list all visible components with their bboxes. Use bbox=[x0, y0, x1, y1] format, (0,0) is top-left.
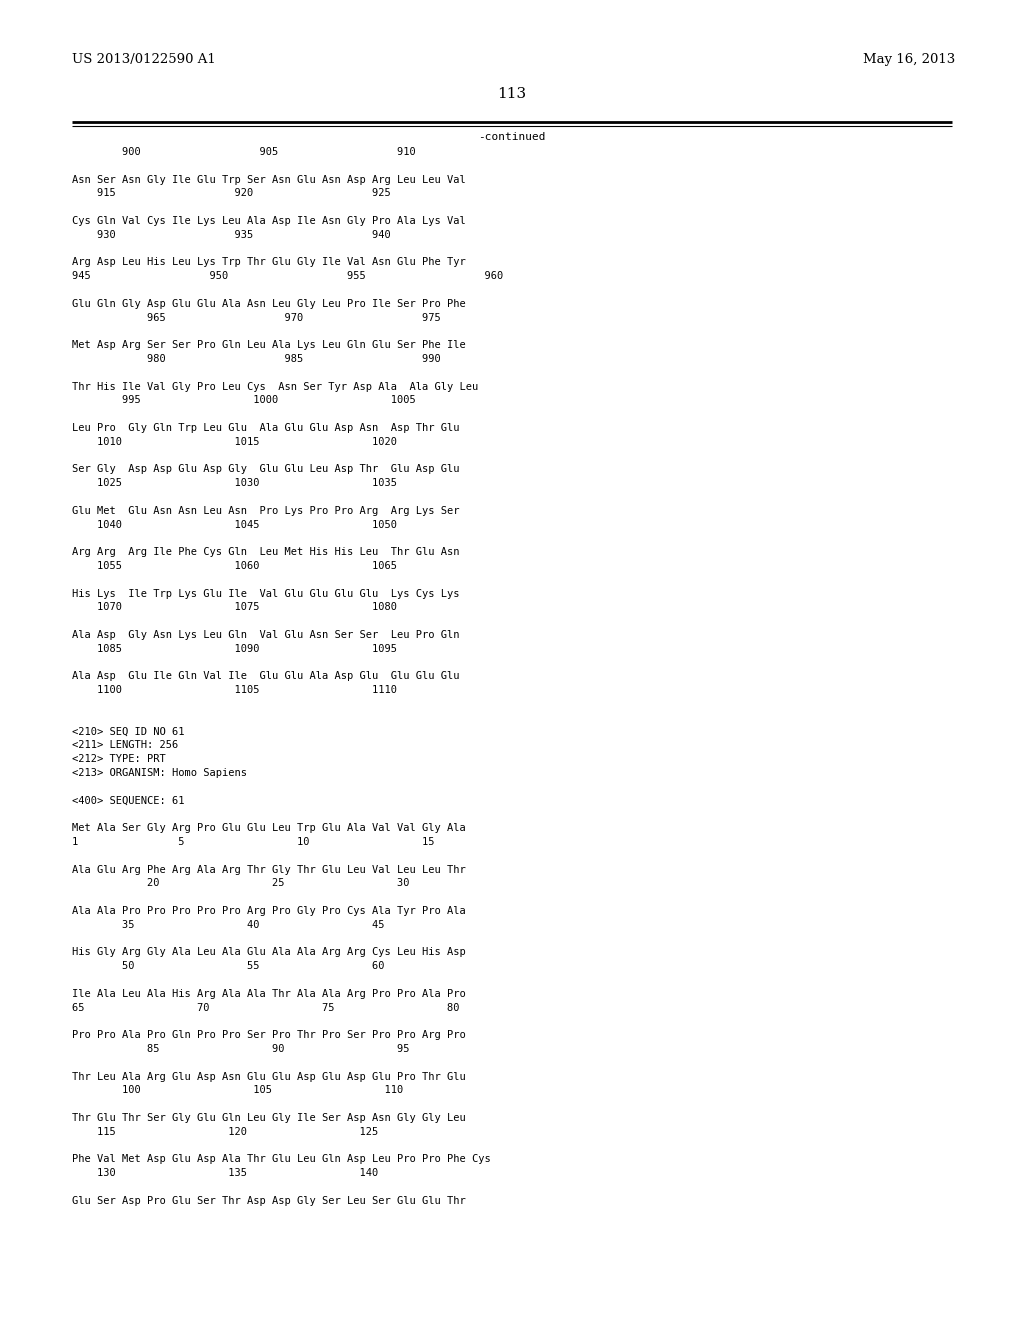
Text: 20                  25                  30: 20 25 30 bbox=[72, 878, 410, 888]
Text: 900                   905                   910: 900 905 910 bbox=[72, 147, 416, 157]
Text: Phe Val Met Asp Glu Asp Ala Thr Glu Leu Gln Asp Leu Pro Pro Phe Cys: Phe Val Met Asp Glu Asp Ala Thr Glu Leu … bbox=[72, 1155, 490, 1164]
Text: Thr Leu Ala Arg Glu Asp Asn Glu Glu Asp Glu Asp Glu Pro Thr Glu: Thr Leu Ala Arg Glu Asp Asn Glu Glu Asp … bbox=[72, 1072, 466, 1081]
Text: Ala Glu Arg Phe Arg Ala Arg Thr Gly Thr Glu Leu Val Leu Leu Thr: Ala Glu Arg Phe Arg Ala Arg Thr Gly Thr … bbox=[72, 865, 466, 875]
Text: Thr His Ile Val Gly Pro Leu Cys  Asn Ser Tyr Asp Ala  Ala Gly Leu: Thr His Ile Val Gly Pro Leu Cys Asn Ser … bbox=[72, 381, 478, 392]
Text: May 16, 2013: May 16, 2013 bbox=[863, 53, 955, 66]
Text: 113: 113 bbox=[498, 87, 526, 102]
Text: Thr Glu Thr Ser Gly Glu Gln Leu Gly Ile Ser Asp Asn Gly Gly Leu: Thr Glu Thr Ser Gly Glu Gln Leu Gly Ile … bbox=[72, 1113, 466, 1123]
Text: Ile Ala Leu Ala His Arg Ala Ala Thr Ala Ala Arg Pro Pro Ala Pro: Ile Ala Leu Ala His Arg Ala Ala Thr Ala … bbox=[72, 989, 466, 999]
Text: -continued: -continued bbox=[478, 132, 546, 143]
Text: <211> LENGTH: 256: <211> LENGTH: 256 bbox=[72, 741, 178, 750]
Text: Ala Asp  Gly Asn Lys Leu Gln  Val Glu Asn Ser Ser  Leu Pro Gln: Ala Asp Gly Asn Lys Leu Gln Val Glu Asn … bbox=[72, 630, 460, 640]
Text: Ala Ala Pro Pro Pro Pro Pro Arg Pro Gly Pro Cys Ala Tyr Pro Ala: Ala Ala Pro Pro Pro Pro Pro Arg Pro Gly … bbox=[72, 906, 466, 916]
Text: 1100                  1105                  1110: 1100 1105 1110 bbox=[72, 685, 397, 696]
Text: 930                   935                   940: 930 935 940 bbox=[72, 230, 391, 240]
Text: Glu Gln Gly Asp Glu Glu Ala Asn Leu Gly Leu Pro Ile Ser Pro Phe: Glu Gln Gly Asp Glu Glu Ala Asn Leu Gly … bbox=[72, 298, 466, 309]
Text: 995                  1000                  1005: 995 1000 1005 bbox=[72, 396, 416, 405]
Text: His Gly Arg Gly Ala Leu Ala Glu Ala Ala Arg Arg Cys Leu His Asp: His Gly Arg Gly Ala Leu Ala Glu Ala Ala … bbox=[72, 948, 466, 957]
Text: Ser Gly  Asp Asp Glu Asp Gly  Glu Glu Leu Asp Thr  Glu Asp Glu: Ser Gly Asp Asp Glu Asp Gly Glu Glu Leu … bbox=[72, 465, 460, 474]
Text: 1025                  1030                  1035: 1025 1030 1035 bbox=[72, 478, 397, 488]
Text: Arg Arg  Arg Ile Phe Cys Gln  Leu Met His His Leu  Thr Glu Asn: Arg Arg Arg Ile Phe Cys Gln Leu Met His … bbox=[72, 548, 460, 557]
Text: 1055                  1060                  1065: 1055 1060 1065 bbox=[72, 561, 397, 572]
Text: US 2013/0122590 A1: US 2013/0122590 A1 bbox=[72, 53, 216, 66]
Text: 965                   970                   975: 965 970 975 bbox=[72, 313, 440, 322]
Text: <212> TYPE: PRT: <212> TYPE: PRT bbox=[72, 754, 166, 764]
Text: 65                  70                  75                  80: 65 70 75 80 bbox=[72, 1003, 460, 1012]
Text: Leu Pro  Gly Gln Trp Leu Glu  Ala Glu Glu Asp Asn  Asp Thr Glu: Leu Pro Gly Gln Trp Leu Glu Ala Glu Glu … bbox=[72, 422, 460, 433]
Text: Cys Gln Val Cys Ile Lys Leu Ala Asp Ile Asn Gly Pro Ala Lys Val: Cys Gln Val Cys Ile Lys Leu Ala Asp Ile … bbox=[72, 216, 466, 226]
Text: 1                5                  10                  15: 1 5 10 15 bbox=[72, 837, 434, 847]
Text: Met Ala Ser Gly Arg Pro Glu Glu Leu Trp Glu Ala Val Val Gly Ala: Met Ala Ser Gly Arg Pro Glu Glu Leu Trp … bbox=[72, 824, 466, 833]
Text: 50                  55                  60: 50 55 60 bbox=[72, 961, 384, 972]
Text: 115                  120                  125: 115 120 125 bbox=[72, 1127, 378, 1137]
Text: Met Asp Arg Ser Ser Pro Gln Leu Ala Lys Leu Gln Glu Ser Phe Ile: Met Asp Arg Ser Ser Pro Gln Leu Ala Lys … bbox=[72, 341, 466, 350]
Text: <400> SEQUENCE: 61: <400> SEQUENCE: 61 bbox=[72, 796, 184, 805]
Text: Asn Ser Asn Gly Ile Glu Trp Ser Asn Glu Asn Asp Arg Leu Leu Val: Asn Ser Asn Gly Ile Glu Trp Ser Asn Glu … bbox=[72, 174, 466, 185]
Text: 915                   920                   925: 915 920 925 bbox=[72, 189, 391, 198]
Text: Arg Asp Leu His Leu Lys Trp Thr Glu Gly Ile Val Asn Glu Phe Tyr: Arg Asp Leu His Leu Lys Trp Thr Glu Gly … bbox=[72, 257, 466, 268]
Text: 945                   950                   955                   960: 945 950 955 960 bbox=[72, 271, 503, 281]
Text: 100                  105                  110: 100 105 110 bbox=[72, 1085, 403, 1096]
Text: 1085                  1090                  1095: 1085 1090 1095 bbox=[72, 644, 397, 653]
Text: 1070                  1075                  1080: 1070 1075 1080 bbox=[72, 602, 397, 612]
Text: Glu Ser Asp Pro Glu Ser Thr Asp Asp Gly Ser Leu Ser Glu Glu Thr: Glu Ser Asp Pro Glu Ser Thr Asp Asp Gly … bbox=[72, 1196, 466, 1205]
Text: 85                  90                  95: 85 90 95 bbox=[72, 1044, 410, 1053]
Text: Ala Asp  Glu Ile Gln Val Ile  Glu Glu Ala Asp Glu  Glu Glu Glu: Ala Asp Glu Ile Gln Val Ile Glu Glu Ala … bbox=[72, 672, 460, 681]
Text: Pro Pro Ala Pro Gln Pro Pro Ser Pro Thr Pro Ser Pro Pro Arg Pro: Pro Pro Ala Pro Gln Pro Pro Ser Pro Thr … bbox=[72, 1030, 466, 1040]
Text: 35                  40                  45: 35 40 45 bbox=[72, 920, 384, 929]
Text: 130                  135                  140: 130 135 140 bbox=[72, 1168, 378, 1179]
Text: His Lys  Ile Trp Lys Glu Ile  Val Glu Glu Glu Glu  Lys Cys Lys: His Lys Ile Trp Lys Glu Ile Val Glu Glu … bbox=[72, 589, 460, 598]
Text: <213> ORGANISM: Homo Sapiens: <213> ORGANISM: Homo Sapiens bbox=[72, 768, 247, 777]
Text: <210> SEQ ID NO 61: <210> SEQ ID NO 61 bbox=[72, 726, 184, 737]
Text: Glu Met  Glu Asn Asn Leu Asn  Pro Lys Pro Pro Arg  Arg Lys Ser: Glu Met Glu Asn Asn Leu Asn Pro Lys Pro … bbox=[72, 506, 460, 516]
Text: 980                   985                   990: 980 985 990 bbox=[72, 354, 440, 364]
Text: 1010                  1015                  1020: 1010 1015 1020 bbox=[72, 437, 397, 446]
Text: 1040                  1045                  1050: 1040 1045 1050 bbox=[72, 520, 397, 529]
